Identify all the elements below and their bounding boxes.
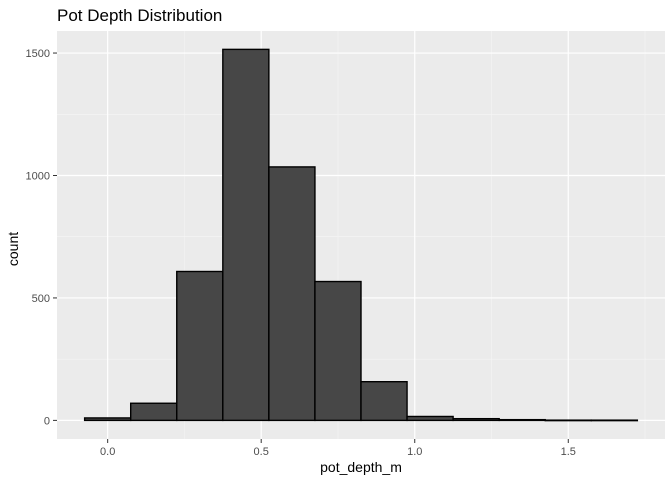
x-axis-title: pot_depth_m bbox=[320, 459, 402, 475]
histogram-bar-12 bbox=[590, 419, 639, 422]
x-axis-ticks: 0.0 0.5 1.0 1.5 bbox=[100, 439, 576, 458]
y-tick-label: 1500 bbox=[26, 48, 50, 60]
x-tick-label: 0.0 bbox=[100, 446, 115, 458]
histogram-bar-10 bbox=[498, 418, 546, 422]
y-axis-ticks: 0 500 1000 1500 bbox=[26, 48, 57, 427]
histogram-bar-7 bbox=[360, 380, 408, 422]
histogram-bar-8 bbox=[406, 415, 454, 422]
x-tick-label: 0.5 bbox=[254, 446, 269, 458]
histogram-bar-2 bbox=[129, 402, 178, 422]
chart-title: Pot Depth Distribution bbox=[57, 6, 222, 25]
histogram-bar-11 bbox=[544, 419, 593, 422]
y-tick-label: 1000 bbox=[26, 170, 50, 182]
histogram-bar-5 bbox=[268, 166, 316, 422]
histogram-bar-1 bbox=[83, 417, 132, 422]
histogram-bar-9 bbox=[452, 417, 500, 422]
histogram-bar-3 bbox=[176, 270, 224, 422]
y-tick-label: 0 bbox=[44, 415, 50, 427]
x-tick-label: 1.0 bbox=[407, 446, 422, 458]
histogram-bar-4 bbox=[222, 48, 270, 422]
histogram-bars bbox=[83, 48, 639, 422]
x-tick-label: 1.5 bbox=[561, 446, 576, 458]
minor-gridlines bbox=[57, 31, 665, 439]
y-tick-label: 500 bbox=[32, 293, 50, 305]
y-axis-title: count bbox=[5, 232, 21, 266]
histogram-bar-6 bbox=[314, 280, 362, 422]
